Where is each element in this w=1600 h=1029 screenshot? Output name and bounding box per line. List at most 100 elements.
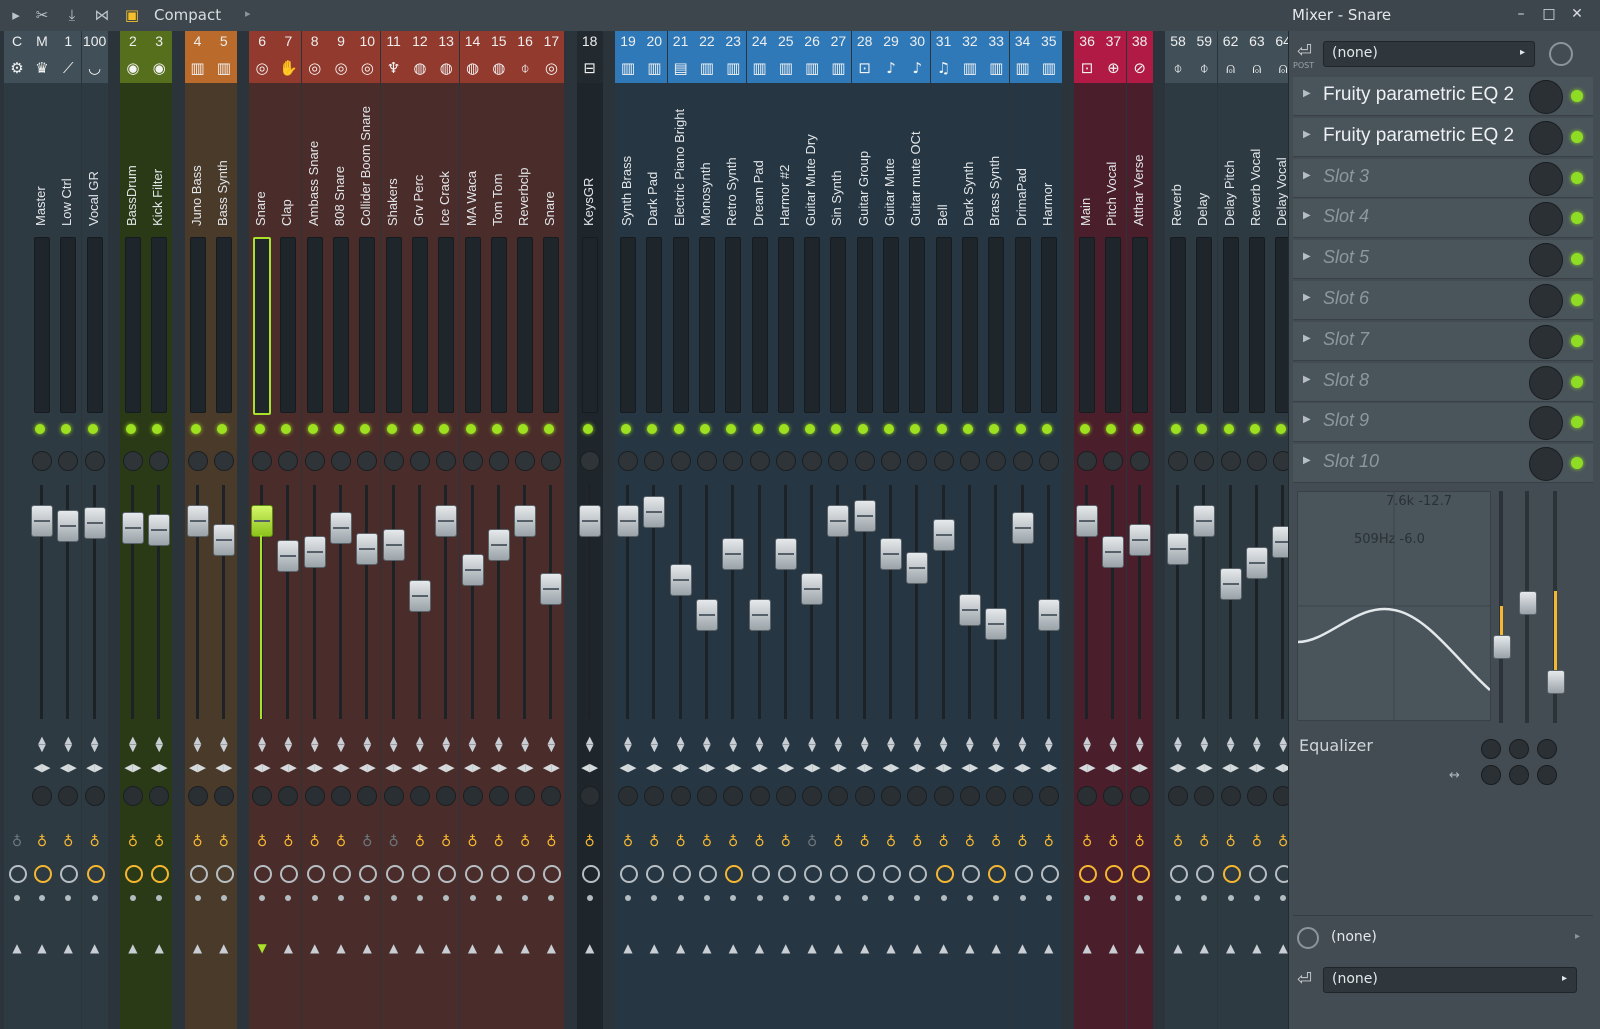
swap-arrows-icon[interactable]: ▲ ▼ [1279, 735, 1288, 754]
pan-knob[interactable] [357, 786, 378, 806]
track-name[interactable]: Brass Synth [987, 155, 1003, 226]
slot-expand-icon[interactable]: ▶ [1303, 251, 1311, 263]
pan-knob[interactable] [1246, 786, 1267, 806]
clock-icon[interactable] [151, 865, 170, 883]
track-name[interactable]: Clap [279, 199, 295, 226]
track-name[interactable]: Shakers [384, 178, 400, 226]
slot-enable-led[interactable] [1571, 375, 1583, 388]
stereo-icon[interactable]: ◀▶ [856, 761, 874, 774]
swap-arrows-icon[interactable]: ▲ ▼ [1135, 735, 1144, 754]
fx-knob[interactable] [986, 451, 1007, 471]
track-name[interactable]: Guitar Mute Dry [803, 134, 819, 226]
effect-slot[interactable]: ▶ Fruity parametric EQ 2 [1293, 77, 1593, 116]
stereo-icon[interactable]: ◀▶ [332, 761, 350, 774]
pan-knob[interactable] [187, 786, 208, 806]
record-dot[interactable] [91, 895, 98, 901]
swap-arrows-icon[interactable]: ▲ ▼ [834, 735, 843, 754]
fx-knob[interactable] [213, 451, 234, 471]
slot-enable-led[interactable] [1571, 334, 1583, 347]
swap-arrows-icon[interactable]: ▲ ▼ [585, 735, 594, 754]
fx-knob[interactable] [383, 451, 404, 471]
bulb-icon[interactable]: ♁ [622, 834, 634, 850]
minimize-icon[interactable]: – [1517, 6, 1525, 22]
bulb-icon[interactable]: ♁ [1199, 834, 1210, 850]
record-dot[interactable] [1045, 895, 1052, 901]
fx-knob[interactable] [933, 451, 954, 471]
bulb-icon[interactable]: ♁ [728, 834, 739, 850]
route-arrow-icon[interactable]: ▲ [781, 941, 791, 955]
route-arrow-icon[interactable]: ▲ [128, 941, 138, 955]
record-dot[interactable] [1019, 895, 1026, 901]
track-name[interactable]: Harmor #2 [776, 164, 792, 226]
clock-icon[interactable] [909, 865, 928, 883]
mixer-track[interactable]: 4 ▥ Juno Bass ▲ ▼ ◀▶ ♁ ▲ [184, 31, 211, 1029]
stereo-icon[interactable]: ◀▶ [306, 761, 324, 774]
slot-expand-icon[interactable]: ▶ [1303, 455, 1311, 467]
volume-fader[interactable] [540, 572, 563, 605]
track-name[interactable]: Low Ctrl [59, 178, 75, 226]
clock-icon[interactable] [1196, 865, 1215, 883]
pan-knob[interactable] [58, 786, 79, 806]
track-name[interactable]: Tom Tom [489, 173, 505, 227]
enable-led[interactable] [778, 424, 789, 434]
slot-label[interactable]: Slot 4 [1323, 206, 1370, 227]
fx-knob[interactable] [357, 451, 378, 471]
record-dot[interactable] [194, 895, 201, 901]
stereo-icon[interactable]: ◀▶ [358, 761, 376, 774]
fx-knob[interactable] [749, 451, 770, 471]
eq-band-fader[interactable] [1547, 670, 1565, 695]
mixer-track[interactable]: 5 ▥ Bass Synth ▲ ▼ ◀▶ ♁ ▲ [210, 31, 237, 1029]
clock-icon[interactable] [438, 865, 457, 883]
output-select[interactable]: (none) ▸ [1323, 967, 1577, 993]
bulb-icon[interactable]: ♁ [1251, 834, 1263, 850]
stereo-icon[interactable]: ◀▶ [777, 761, 795, 774]
clock-icon[interactable] [543, 865, 562, 883]
swap-arrows-icon[interactable]: ▲ ▼ [1044, 735, 1053, 754]
volume-fader[interactable] [985, 608, 1008, 641]
maximize-icon[interactable]: □ [1542, 6, 1556, 22]
mixer-track[interactable]: 33 ▥ Brass Synth ▲ ▼ ◀▶ ♁ ▲ [983, 31, 1010, 1029]
record-dot[interactable] [443, 895, 450, 901]
volume-fader[interactable] [1193, 505, 1216, 538]
pan-knob[interactable] [515, 786, 536, 806]
track-name[interactable]: Collider Boom Snare [358, 106, 374, 226]
track-name[interactable]: Guitar Mute [882, 158, 897, 226]
fx-knob[interactable] [1220, 451, 1241, 471]
route-arrow-icon[interactable]: ▲ [388, 941, 399, 955]
enable-led[interactable] [1197, 424, 1208, 434]
bulb-icon[interactable]: ♁ [780, 834, 791, 850]
slot-label[interactable]: Slot 5 [1323, 247, 1370, 268]
route-arrow-icon[interactable]: ▲ [37, 941, 47, 955]
stereo-icon[interactable]: ◀▶ [189, 761, 206, 774]
fx-knob[interactable] [775, 451, 796, 471]
stereo-icon[interactable]: ◀▶ [59, 761, 77, 774]
pan-knob[interactable] [1273, 786, 1288, 806]
volume-fader[interactable] [277, 540, 300, 573]
eq-graph[interactable]: 7.6k -12.7 509Hz -6.0 [1297, 491, 1491, 721]
mixer-track[interactable]: 1 ⟋ Low Ctrl ▲ ▼ ◀▶ ♁ ▲ [55, 31, 82, 1029]
stereo-icon[interactable]: ◀▶ [253, 761, 271, 774]
enable-led[interactable] [255, 424, 266, 434]
record-dot[interactable] [285, 895, 292, 901]
clock-icon[interactable] [306, 865, 325, 883]
enable-led[interactable] [491, 424, 502, 434]
pan-knob[interactable] [959, 786, 980, 806]
pan-knob[interactable] [749, 786, 770, 806]
bulb-icon[interactable]: ♁ [754, 834, 765, 850]
track-name[interactable]: Juno Bass [188, 165, 204, 226]
fx-knob[interactable] [723, 451, 744, 471]
route-arrow-icon[interactable]: ▲ [585, 941, 595, 955]
clock-icon[interactable] [490, 865, 509, 883]
enable-led[interactable] [582, 424, 593, 434]
pan-knob[interactable] [213, 786, 234, 806]
fx-knob[interactable] [488, 451, 509, 471]
volume-fader[interactable] [1128, 523, 1151, 556]
track-name[interactable]: Grv Perc [410, 174, 426, 226]
bulb-icon[interactable]: ♁ [806, 834, 818, 850]
swap-arrows-icon[interactable]: ▲ ▼ [887, 735, 895, 754]
stereo-icon[interactable]: ◀▶ [581, 761, 599, 774]
route-arrow-icon[interactable]: ▲ [89, 941, 100, 955]
mixer-track[interactable]: 31 ♫ Bell ▲ ▼ ◀▶ ♁ ▲ [930, 31, 957, 1029]
slot-enable-led[interactable] [1571, 253, 1583, 266]
mixer-track[interactable]: 15 ◍ Tom Tom ▲ ▼ ◀▶ ♁ ▲ [485, 31, 512, 1029]
